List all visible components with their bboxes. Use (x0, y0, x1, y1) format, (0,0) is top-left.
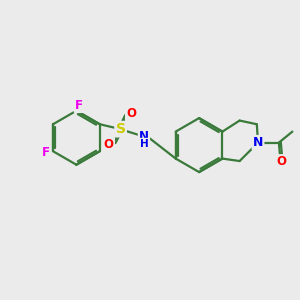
Text: F: F (75, 99, 83, 112)
Text: O: O (126, 107, 136, 120)
Text: N: N (253, 136, 263, 149)
Text: O: O (104, 138, 114, 151)
Text: N: N (139, 130, 149, 143)
Text: F: F (42, 146, 50, 159)
Text: H: H (140, 139, 148, 149)
Text: O: O (276, 155, 286, 168)
Text: S: S (116, 122, 126, 136)
